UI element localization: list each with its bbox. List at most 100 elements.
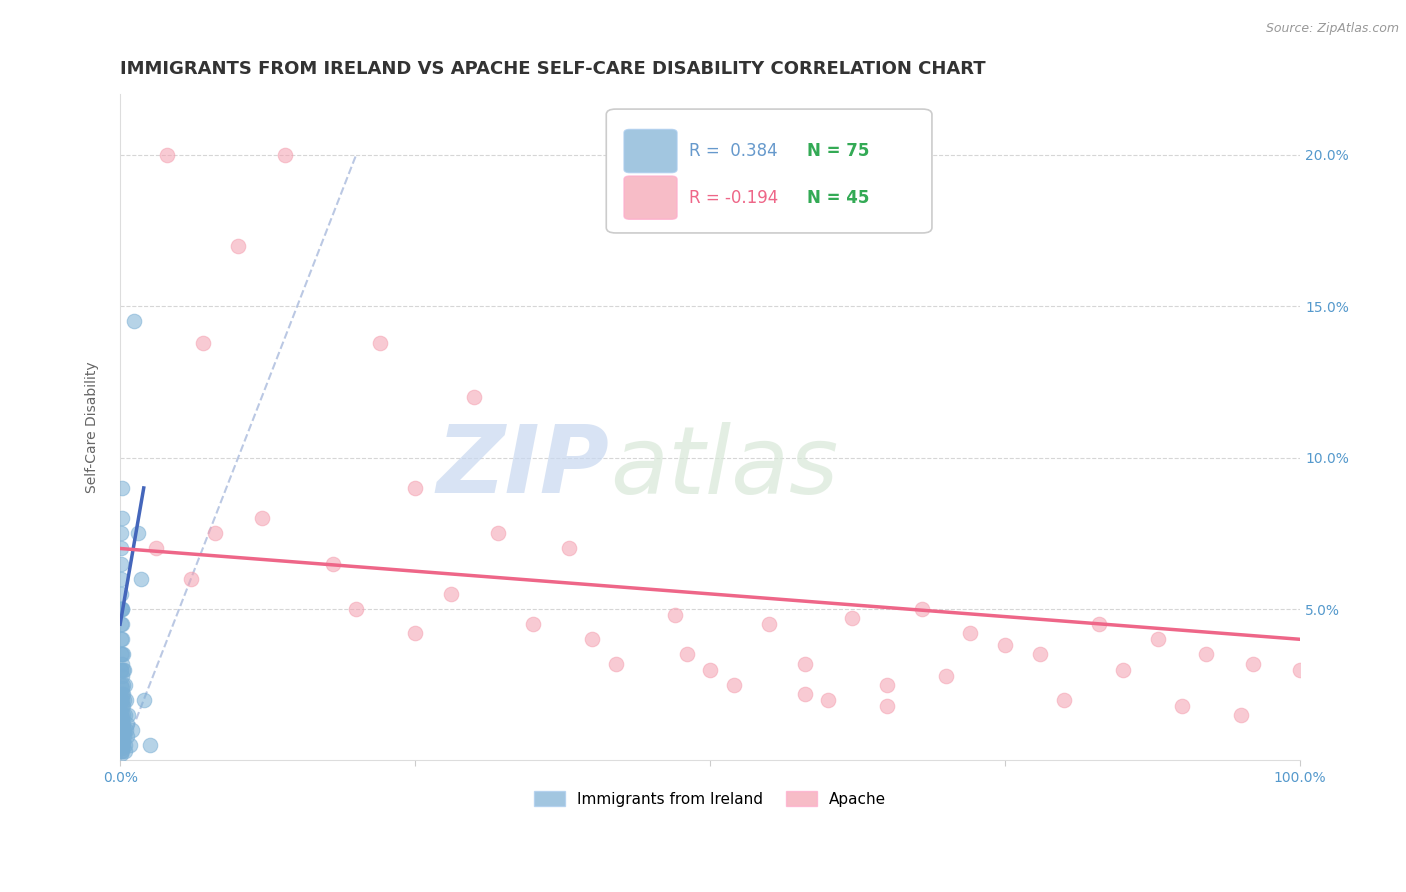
- Point: [111, 744, 134, 758]
- Point: [115, 693, 138, 707]
- Point: [581, 632, 603, 647]
- Legend: Immigrants from Ireland, Apache: Immigrants from Ireland, Apache: [529, 784, 891, 813]
- Point: [664, 608, 686, 623]
- Point: [935, 668, 957, 682]
- Point: [911, 602, 934, 616]
- Point: [605, 657, 627, 671]
- Point: [118, 738, 141, 752]
- Point: [115, 729, 138, 743]
- Point: [111, 729, 134, 743]
- Point: [145, 541, 167, 556]
- Point: [138, 738, 160, 752]
- Point: [112, 663, 135, 677]
- Point: [112, 693, 135, 707]
- Point: [274, 148, 297, 162]
- Point: [110, 729, 132, 743]
- Point: [1195, 648, 1218, 662]
- Point: [250, 511, 273, 525]
- Point: [486, 526, 509, 541]
- Text: atlas: atlas: [610, 422, 838, 513]
- Point: [111, 726, 134, 740]
- Text: ZIP: ZIP: [437, 421, 610, 514]
- Point: [110, 735, 132, 749]
- Point: [110, 663, 132, 677]
- Point: [723, 678, 745, 692]
- Point: [110, 693, 132, 707]
- Point: [1147, 632, 1170, 647]
- Point: [110, 663, 132, 677]
- Point: [110, 738, 132, 752]
- Point: [793, 657, 815, 671]
- Point: [180, 572, 202, 586]
- Point: [110, 602, 132, 616]
- Point: [114, 708, 136, 723]
- Point: [557, 541, 579, 556]
- Point: [114, 678, 136, 692]
- Point: [110, 744, 132, 758]
- Point: [112, 735, 135, 749]
- Point: [111, 711, 134, 725]
- Point: [110, 741, 132, 756]
- Point: [110, 572, 132, 586]
- Text: Source: ZipAtlas.com: Source: ZipAtlas.com: [1265, 22, 1399, 36]
- Point: [111, 698, 134, 713]
- Point: [110, 632, 132, 647]
- Point: [876, 678, 898, 692]
- Point: [110, 681, 132, 695]
- Point: [1230, 708, 1253, 723]
- Text: R = -0.194: R = -0.194: [689, 188, 778, 207]
- Text: N = 75: N = 75: [807, 142, 869, 160]
- Point: [110, 526, 132, 541]
- Point: [1112, 663, 1135, 677]
- Point: [110, 717, 132, 731]
- Point: [115, 723, 138, 738]
- Point: [110, 723, 132, 738]
- Point: [959, 626, 981, 640]
- Point: [522, 617, 544, 632]
- Point: [111, 678, 134, 692]
- Point: [1171, 698, 1194, 713]
- Point: [110, 587, 132, 601]
- Point: [110, 729, 132, 743]
- Point: [817, 693, 839, 707]
- Point: [994, 638, 1017, 652]
- Point: [793, 687, 815, 701]
- Point: [368, 335, 391, 350]
- Point: [1241, 657, 1264, 671]
- Text: R =  0.384: R = 0.384: [689, 142, 778, 160]
- Point: [1088, 617, 1111, 632]
- Point: [1053, 693, 1076, 707]
- Point: [404, 481, 426, 495]
- Point: [112, 729, 135, 743]
- FancyBboxPatch shape: [624, 129, 678, 173]
- Point: [110, 708, 132, 723]
- Point: [111, 687, 134, 701]
- Point: [110, 708, 132, 723]
- Point: [110, 481, 132, 495]
- Point: [404, 626, 426, 640]
- Point: [110, 698, 132, 713]
- Point: [114, 744, 136, 758]
- Point: [876, 698, 898, 713]
- Point: [699, 663, 721, 677]
- Point: [111, 648, 134, 662]
- Point: [110, 668, 132, 682]
- Point: [111, 511, 134, 525]
- Point: [110, 693, 132, 707]
- Point: [110, 617, 132, 632]
- Point: [111, 738, 134, 752]
- Point: [117, 708, 139, 723]
- Point: [110, 657, 132, 671]
- Point: [110, 617, 132, 632]
- Point: [115, 717, 138, 731]
- Point: [111, 723, 134, 738]
- Point: [322, 557, 344, 571]
- Point: [112, 717, 135, 731]
- Point: [111, 632, 134, 647]
- Point: [841, 611, 863, 625]
- Point: [112, 663, 135, 677]
- Point: [111, 602, 134, 616]
- Point: [121, 723, 143, 738]
- Point: [111, 602, 134, 616]
- Point: [110, 747, 132, 762]
